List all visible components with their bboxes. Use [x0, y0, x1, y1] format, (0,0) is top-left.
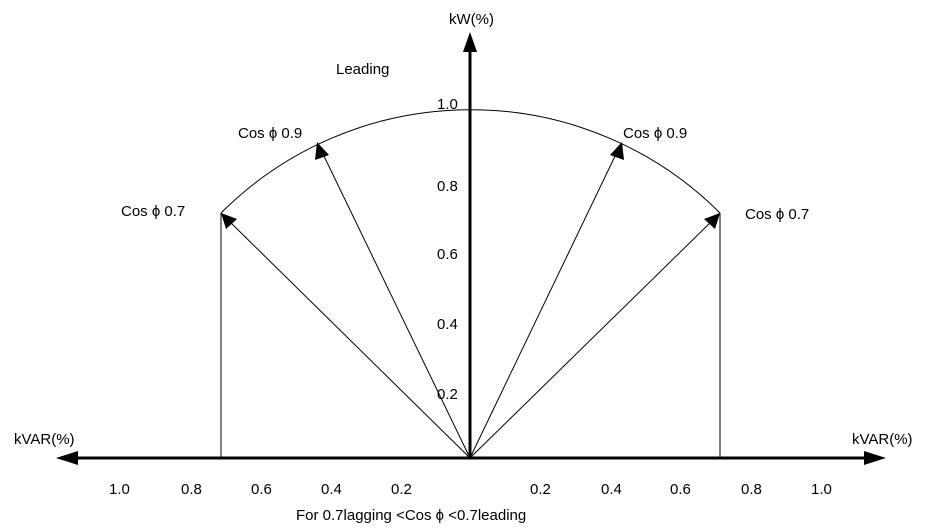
x-tick-label-right: 0.8: [741, 481, 762, 498]
kw-axis-label: kW(%): [449, 11, 494, 28]
x-tick-label-left: 0.8: [181, 481, 202, 498]
vector-label-right-07: Cos ϕ 0.7: [745, 206, 809, 223]
vector-label-left-09: Cos ϕ 0.9: [238, 125, 302, 142]
y-tick-label: 1.0: [437, 96, 458, 113]
kvar-right-label: kVAR(%): [852, 431, 913, 448]
vector-label-right-09: Cos ϕ 0.9: [623, 125, 687, 142]
kw-axis-arrowhead: [463, 32, 477, 52]
vector-left-09: [321, 151, 471, 459]
arrowhead-left-07: [221, 213, 237, 229]
x-tick-label-right: 0.2: [530, 481, 551, 498]
vector-right-07: [469, 219, 714, 459]
y-tick-label: 0.4: [437, 316, 458, 333]
x-tick-label-right: 0.6: [670, 481, 691, 498]
x-tick-label-left: 1.0: [109, 481, 130, 498]
arrowhead-right-09: [610, 142, 624, 160]
x-tick-label-left: 0.2: [391, 481, 412, 498]
x-tick-label-right: 0.4: [601, 481, 622, 498]
kvar-axis-right-arrowhead: [864, 451, 886, 465]
x-tick-label-right: 1.0: [811, 481, 832, 498]
vector-label-left-07: Cos ϕ 0.7: [121, 203, 185, 220]
x-tick-label-left: 0.4: [321, 481, 342, 498]
leading-label: Leading: [336, 61, 389, 78]
diagram-caption: For 0.7lagging <Cos ϕ <0.7leading: [296, 507, 526, 524]
y-tick-label: 0.2: [437, 386, 458, 403]
arrowhead-left-09: [315, 142, 329, 160]
y-tick-label: 0.6: [437, 246, 458, 263]
vector-left-07: [227, 219, 471, 459]
x-tick-label-left: 0.6: [251, 481, 272, 498]
arrowhead-right-07: [704, 213, 720, 229]
kvar-axis-left-arrowhead: [56, 451, 78, 465]
y-tick-label: 0.8: [437, 178, 458, 195]
vector-right-09: [469, 151, 618, 459]
kvar-left-label: kVAR(%): [14, 431, 75, 448]
